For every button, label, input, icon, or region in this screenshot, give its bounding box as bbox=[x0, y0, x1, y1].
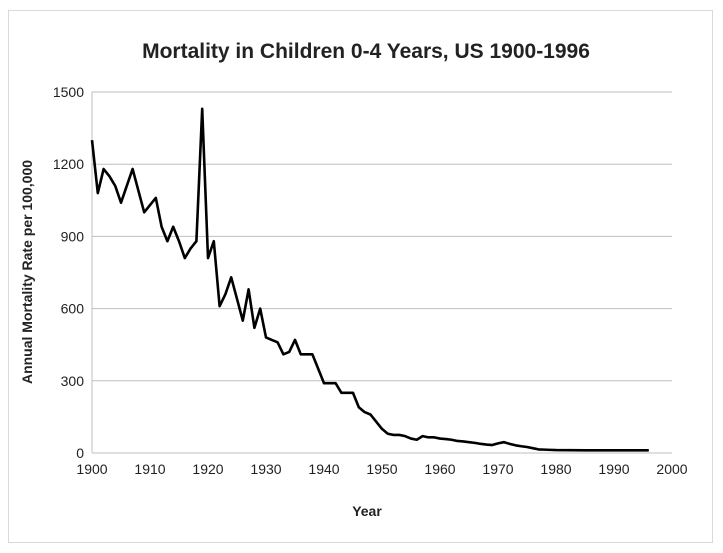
x-tick-label: 1950 bbox=[366, 461, 397, 477]
y-tick-label: 1500 bbox=[53, 84, 84, 100]
x-axis-label: Year bbox=[352, 503, 382, 519]
y-tick-label: 1200 bbox=[53, 156, 84, 172]
x-tick-label: 1930 bbox=[250, 461, 281, 477]
y-axis-label: Annual Mortality Rate per 100,000 bbox=[19, 160, 35, 384]
gridlines bbox=[92, 91, 672, 382]
series-line-0 bbox=[90, 107, 649, 452]
y-tick-labels: 0 300 600 900 1200 1500 bbox=[53, 84, 84, 461]
x-tick-label: 1910 bbox=[134, 461, 165, 477]
x-tick-label: 1960 bbox=[424, 461, 455, 477]
chart-title: Mortality in Children 0-4 Years, US 1900… bbox=[142, 40, 590, 63]
x-tick-label: 1990 bbox=[598, 461, 629, 477]
x-tick-labels: 1900 1910 1920 1930 1940 1950 1960 1970 1980 1990… bbox=[76, 461, 687, 477]
x-tick-label: 1900 bbox=[76, 461, 107, 477]
y-tick-label: 0 bbox=[76, 445, 84, 461]
x-tick-label: 1970 bbox=[482, 461, 513, 477]
y-tick-label: 300 bbox=[61, 373, 85, 389]
y-tick-label: 600 bbox=[61, 301, 85, 317]
x-tick-label: 1940 bbox=[308, 461, 339, 477]
y-tick-label: 900 bbox=[61, 228, 85, 244]
x-tick-label: 1920 bbox=[192, 461, 223, 477]
chart-frame bbox=[8, 10, 713, 543]
x-tick-label: 1980 bbox=[540, 461, 571, 477]
x-tick-label: 2000 bbox=[656, 461, 687, 477]
series-group bbox=[90, 107, 649, 452]
